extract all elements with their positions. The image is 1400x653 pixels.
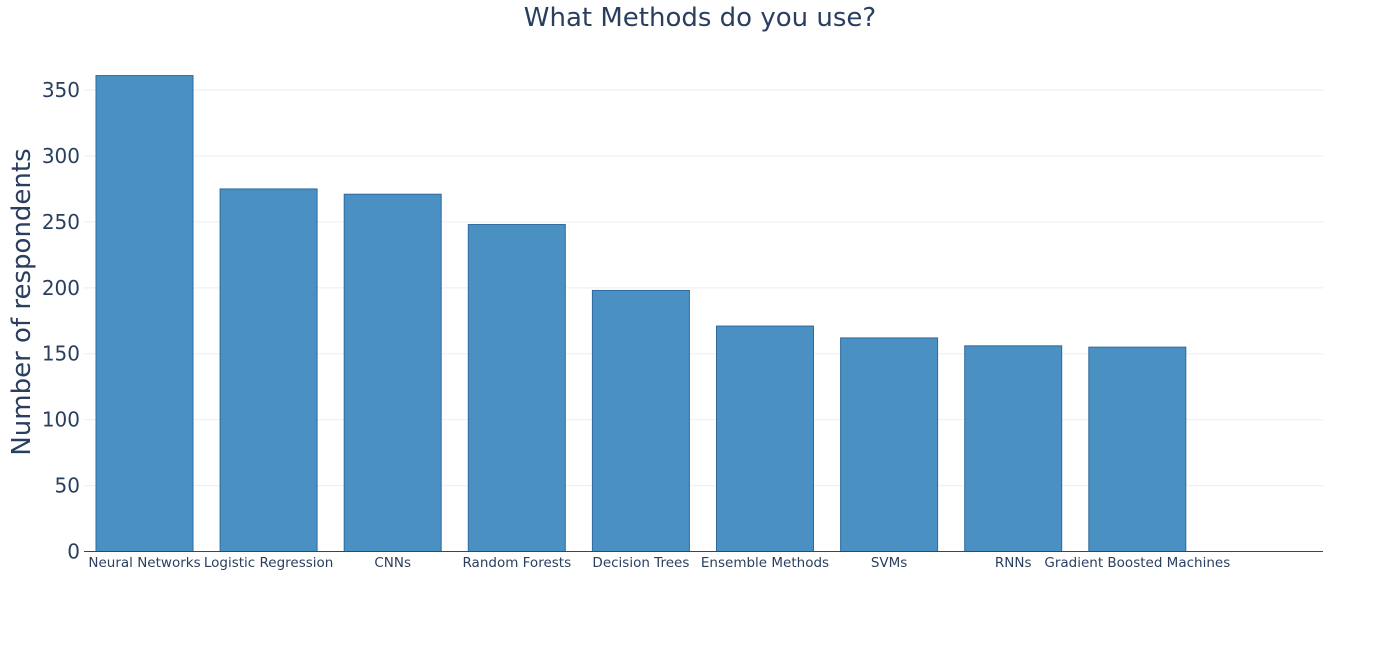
y-tick-label: 100 xyxy=(42,408,80,432)
bar xyxy=(716,325,814,552)
x-tick-label: SVMs xyxy=(871,555,908,571)
bar xyxy=(219,188,318,552)
y-tick-label: 50 xyxy=(55,474,80,498)
y-tick-label: 250 xyxy=(42,210,80,234)
bar xyxy=(964,345,1063,552)
bars xyxy=(95,75,1187,553)
x-tick-label: CNNs xyxy=(374,555,411,571)
x-tick-label: Gradient Boosted Machines xyxy=(1044,555,1230,571)
y-tick-label: 300 xyxy=(42,144,80,168)
chart-title: What Methods do you use? xyxy=(524,3,876,33)
bar xyxy=(1088,346,1187,553)
x-axis-ticks: Neural Networks Logistic Regression CNNs Ra… xyxy=(88,555,1230,571)
x-tick-label: Ensemble Methods xyxy=(701,555,829,571)
x-tick-label: Random Forests xyxy=(462,555,571,571)
x-tick-label: Neural Networks xyxy=(88,555,200,571)
bar xyxy=(840,337,939,552)
x-tick-label: Decision Trees xyxy=(592,555,689,571)
x-tick-label: RNNs xyxy=(995,555,1032,571)
y-tick-label: 350 xyxy=(42,78,80,102)
y-tick-label: 200 xyxy=(42,276,80,300)
bar xyxy=(343,193,442,552)
y-tick-label: 0 xyxy=(67,540,80,564)
bar xyxy=(467,224,566,552)
y-axis-ticks: 0 50 100 150 200 250 300 350 xyxy=(42,78,80,563)
x-tick-label: Logistic Regression xyxy=(204,555,334,571)
y-axis-label: Number of respondents xyxy=(7,148,37,455)
bar xyxy=(95,75,194,553)
bar xyxy=(591,289,690,552)
y-tick-label: 150 xyxy=(42,342,80,366)
